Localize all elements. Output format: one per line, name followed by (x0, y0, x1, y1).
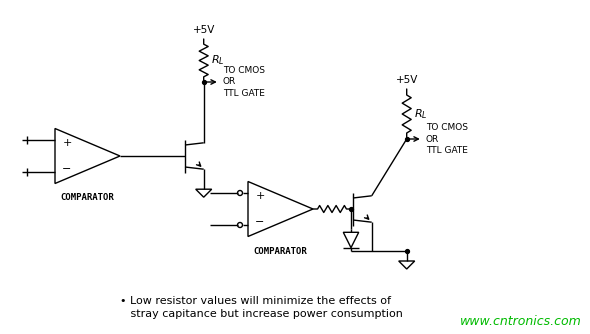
Text: +5V: +5V (395, 75, 418, 85)
Text: −: − (255, 217, 265, 227)
Text: −: − (63, 164, 72, 174)
Text: TO CMOS
OR
TTL GATE: TO CMOS OR TTL GATE (222, 66, 265, 98)
Text: COMPARATOR: COMPARATOR (61, 193, 114, 202)
Text: +: + (63, 138, 72, 148)
Text: $R_L$: $R_L$ (211, 53, 224, 67)
Text: +: + (255, 191, 265, 201)
Text: COMPARATOR: COMPARATOR (254, 246, 307, 256)
Text: www.cntronics.com: www.cntronics.com (460, 315, 582, 328)
Text: TO CMOS
OR
TTL GATE: TO CMOS OR TTL GATE (426, 123, 468, 155)
Text: +5V: +5V (192, 25, 215, 35)
Text: $R_L$: $R_L$ (414, 107, 427, 121)
Text: • Low resistor values will minimize the effects of
   stray capitance but increa: • Low resistor values will minimize the … (120, 296, 403, 319)
